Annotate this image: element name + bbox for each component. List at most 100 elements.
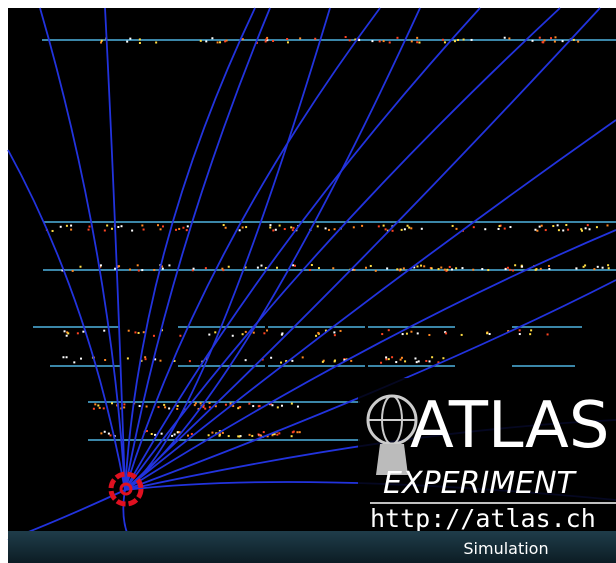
hit	[460, 333, 463, 336]
hit	[264, 40, 267, 43]
hit	[92, 407, 95, 410]
hit	[584, 264, 587, 267]
hit	[450, 268, 453, 271]
hit	[404, 360, 407, 363]
hit	[100, 39, 103, 42]
hit	[192, 267, 195, 270]
hit	[221, 431, 224, 434]
hit	[264, 266, 267, 269]
hit	[106, 224, 109, 227]
hit	[116, 265, 119, 268]
hit	[374, 269, 377, 272]
hit	[353, 268, 356, 271]
hit	[66, 331, 69, 334]
hit	[207, 434, 210, 437]
hit	[538, 225, 541, 228]
hit	[222, 269, 225, 272]
hit	[547, 264, 550, 267]
hit	[354, 38, 357, 41]
hit	[315, 334, 318, 337]
hit	[237, 407, 240, 410]
hit	[221, 267, 224, 270]
hit	[290, 402, 293, 405]
hit	[280, 404, 283, 407]
hit	[129, 268, 132, 271]
hit	[400, 356, 403, 359]
hit	[262, 431, 265, 434]
hit	[552, 225, 555, 228]
hit	[317, 267, 320, 270]
hit	[178, 227, 181, 230]
hit	[244, 266, 247, 269]
hit	[276, 266, 279, 269]
hit	[503, 227, 506, 230]
hit	[202, 406, 205, 409]
hit	[298, 431, 301, 434]
hit	[118, 265, 121, 268]
hit	[63, 330, 66, 333]
hit	[168, 407, 171, 410]
hit	[339, 329, 342, 332]
hit	[453, 40, 456, 43]
hit	[504, 268, 507, 271]
hit	[150, 432, 153, 435]
hit	[252, 331, 255, 334]
hit	[244, 359, 247, 362]
hit	[416, 41, 419, 44]
hit	[518, 329, 521, 332]
hit	[248, 402, 251, 405]
hit	[104, 359, 107, 362]
hit	[403, 228, 406, 231]
hit	[214, 331, 217, 334]
hit	[248, 433, 251, 436]
hit	[384, 228, 387, 231]
hit	[241, 333, 244, 336]
hit	[111, 402, 114, 405]
hit	[286, 41, 289, 44]
hit	[67, 332, 70, 335]
hit	[137, 269, 140, 272]
hit	[399, 268, 402, 271]
hit	[521, 265, 524, 268]
hit	[577, 40, 580, 43]
hit	[430, 267, 433, 270]
hit	[292, 226, 295, 229]
hit	[274, 228, 277, 231]
hit	[244, 330, 247, 333]
hit	[428, 360, 431, 363]
hit	[265, 38, 268, 41]
hit	[225, 39, 228, 42]
hit	[107, 432, 110, 435]
hit	[418, 41, 421, 44]
hit	[137, 331, 140, 334]
hit	[175, 228, 178, 231]
hit	[283, 228, 286, 231]
hit	[369, 264, 372, 267]
hit	[191, 269, 194, 272]
hit	[529, 333, 532, 336]
hit	[461, 267, 464, 270]
hit	[182, 226, 185, 229]
hit	[160, 329, 163, 332]
hit	[164, 406, 167, 409]
hit	[218, 430, 221, 433]
hit	[543, 39, 546, 42]
hit	[145, 405, 148, 408]
hit	[607, 267, 610, 270]
hit	[446, 268, 449, 271]
hit	[415, 361, 418, 364]
hit	[487, 269, 490, 272]
hit	[410, 227, 413, 230]
hit	[416, 332, 419, 335]
hit	[386, 229, 389, 232]
hit	[273, 433, 276, 436]
hit	[333, 228, 336, 231]
hit	[472, 268, 475, 271]
hit	[258, 434, 261, 437]
hit	[562, 229, 565, 232]
hit	[586, 224, 589, 227]
hit	[343, 359, 346, 362]
hit	[361, 224, 364, 227]
hit	[120, 225, 123, 228]
hit	[286, 38, 289, 41]
